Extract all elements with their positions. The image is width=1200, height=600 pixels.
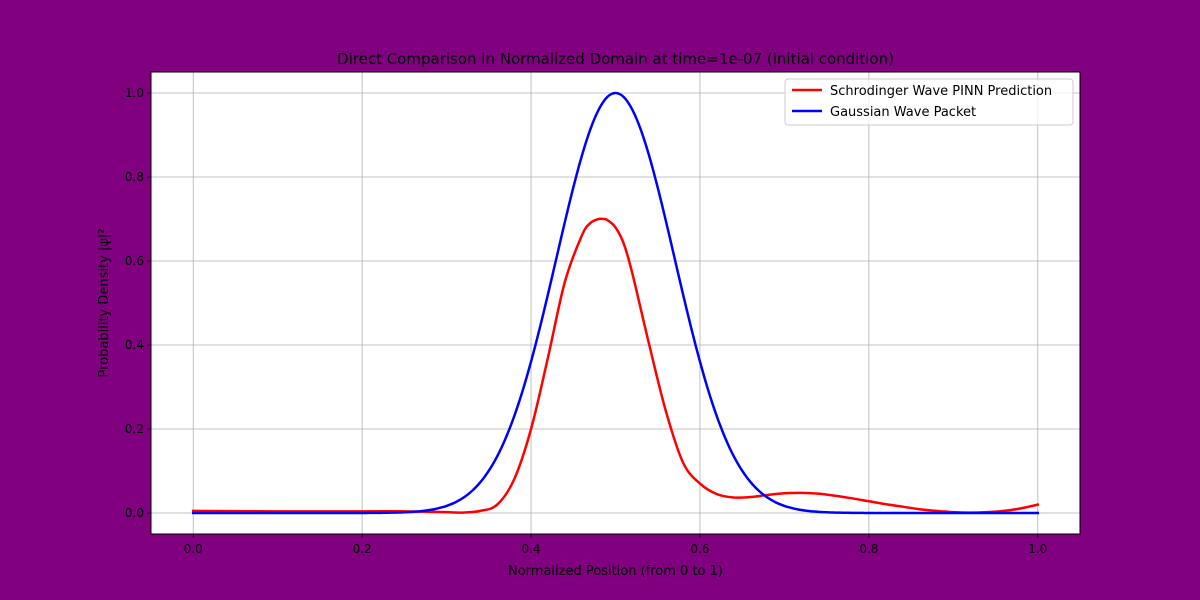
y-tick-label: 0.6 [125, 254, 144, 268]
y-axis-label: Probability Density |ψ|² [97, 229, 112, 378]
legend-box [784, 78, 1074, 126]
y-tick-label: 0.2 [125, 422, 144, 436]
x-tick-label: 0.0 [184, 542, 203, 556]
legend-label-blue: Gaussian Wave Packet [830, 105, 976, 120]
series-line-gaussian-wave-packet [191, 91, 1040, 515]
x-tick-label: 1.0 [1028, 542, 1047, 556]
x-axis-label: Normalized Position (from 0 to 1) [508, 564, 723, 579]
plot-frame [150, 71, 1081, 535]
y-tick-label: 1.0 [125, 86, 144, 100]
x-tick-label: 0.4 [521, 542, 540, 556]
legend-label-red: Schrodinger Wave PINN Prediction [830, 84, 1052, 99]
y-tick-label: 0.0 [125, 506, 144, 520]
y-tick-label: 0.4 [125, 338, 144, 352]
plot-area [151, 72, 1080, 534]
legend: Schrodinger Wave PINN Prediction Gaussia… [784, 78, 1074, 126]
series-lines [191, 91, 1040, 515]
y-tick-label: 0.8 [125, 170, 144, 184]
axis-ticks: 0.0 0.2 0.4 0.6 0.8 1.0 0.0 0.2 0.4 0.6 0.8 1.0 [125, 86, 1047, 556]
x-tick-label: 0.8 [859, 542, 878, 556]
x-tick-label: 0.2 [353, 542, 372, 556]
series-line-pinn-prediction [191, 217, 1040, 514]
x-tick-label: 0.6 [690, 542, 709, 556]
chart-title: Direct Comparison in Normalized Domain a… [337, 50, 894, 68]
